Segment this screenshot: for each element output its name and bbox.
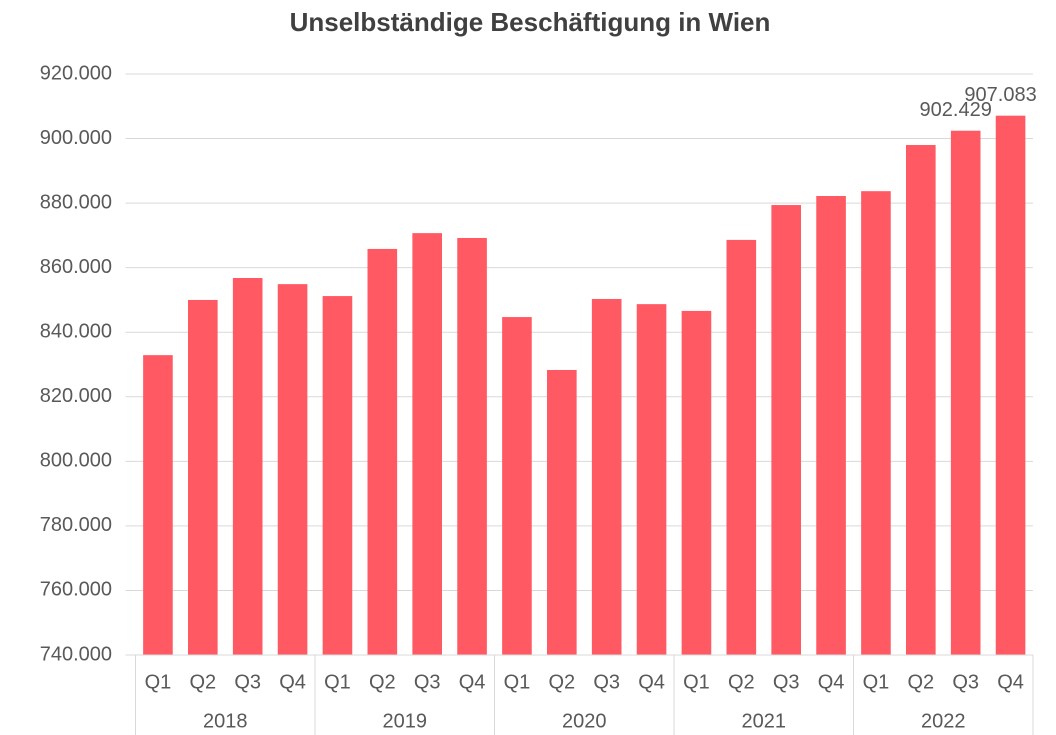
bar [726,239,757,655]
bar [188,299,218,655]
x-tick-label: Q3 [414,671,441,693]
x-tick-label: Q1 [683,671,710,693]
group-label: 2020 [562,710,607,732]
x-tick-label: Q3 [773,671,800,693]
bar [681,310,712,655]
group-label: 2022 [921,710,966,732]
bar [322,296,353,655]
y-tick-label: 740.000 [40,643,112,665]
y-tick-label: 880.000 [40,191,112,213]
x-tick-label: Q1 [145,671,172,693]
y-tick-label: 820.000 [40,385,112,407]
bar [502,317,532,655]
bar [277,284,308,655]
bar [367,248,398,655]
chart-title: Unselbständige Beschäftigung in Wien [290,7,771,37]
y-tick-label: 760.000 [40,579,112,601]
group-label: 2019 [383,710,428,732]
group-label: 2021 [742,710,787,732]
y-tick-label: 780.000 [40,514,112,536]
bar [771,205,801,655]
bar [906,145,936,655]
bar [636,304,667,655]
y-tick-label: 800.000 [40,450,112,472]
x-tick-label: Q1 [863,671,890,693]
bar [591,298,622,655]
bar [861,191,891,655]
data-label: 907.083 [964,84,1036,106]
bar [950,130,981,656]
bar [816,196,846,655]
bar [143,355,173,655]
x-tick-label: Q4 [818,671,845,693]
x-tick-label: Q3 [234,671,261,693]
x-tick-label: Q1 [324,671,351,693]
y-tick-label: 920.000 [40,62,112,84]
x-tick-label: Q2 [728,671,755,693]
x-tick-label: Q2 [189,671,216,693]
group-label: 2018 [203,710,248,732]
x-tick-label: Q3 [593,671,620,693]
x-tick-label: Q4 [638,671,665,693]
bar [547,369,577,655]
x-tick-label: Q1 [504,671,531,693]
bar [232,277,263,655]
bar [995,115,1026,655]
x-tick-label: Q4 [997,671,1024,693]
x-tick-label: Q4 [459,671,486,693]
x-tick-label: Q2 [907,671,934,693]
x-tick-label: Q2 [548,671,575,693]
data-label: 902.429 [920,99,992,121]
bar [412,233,442,655]
bar [457,237,487,655]
x-tick-label: Q2 [369,671,396,693]
x-tick-label: Q4 [279,671,306,693]
x-tick-label: Q3 [952,671,979,693]
y-tick-label: 860.000 [40,256,112,278]
y-tick-label: 840.000 [40,321,112,343]
y-tick-label: 900.000 [40,127,112,149]
